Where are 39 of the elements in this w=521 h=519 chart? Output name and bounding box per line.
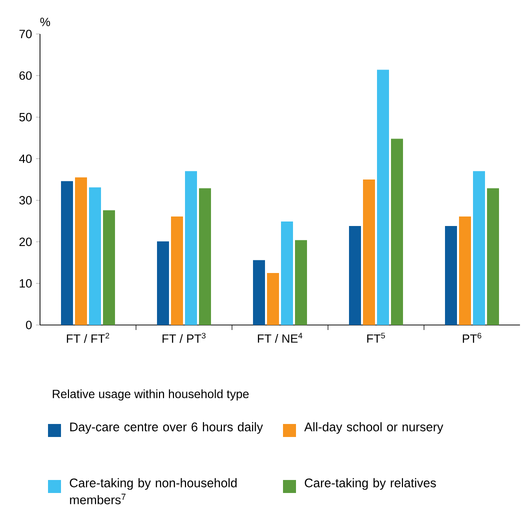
bar [199, 188, 212, 325]
bar [157, 241, 170, 325]
bar [473, 171, 486, 325]
legend-label: Care-taking by non-household members$^{7}$ [70, 478, 237, 504]
bar [459, 216, 472, 325]
bar [349, 226, 362, 325]
bar [363, 179, 376, 325]
x-tick-label: FT / NE$^{4}$ [258, 332, 302, 343]
y-tick-label: 20 [19, 238, 32, 246]
bar [445, 226, 458, 325]
legend-label: Care-taking by relatives [304, 478, 436, 490]
y-tick-label: 70 [19, 30, 32, 38]
bar [487, 188, 500, 325]
legend-label: All-day school or nursery [304, 422, 444, 434]
bar [61, 181, 74, 325]
bar [75, 177, 88, 325]
bar [295, 240, 308, 325]
y-tick-label: 60 [19, 71, 32, 80]
bar [171, 216, 184, 325]
x-tick-label: FT$^{5}$ [367, 332, 385, 343]
x-tick-label: PT$^{6}$ [462, 332, 482, 343]
y-tick-label: 0 [26, 320, 32, 330]
bar [391, 138, 404, 325]
bar [185, 171, 198, 325]
bar [267, 273, 280, 325]
bar [281, 221, 294, 325]
bar [103, 210, 116, 325]
x-tick-label: FT / FT$^{2}$ [66, 332, 110, 343]
y-tick-label: 10 [20, 279, 32, 288]
x-tick-label: FT / PT$^{3}$ [162, 332, 206, 343]
y-tick-label: 40 [19, 154, 32, 163]
y-tick-label: 30 [19, 196, 32, 204]
y-tick-label: 50 [19, 112, 32, 122]
y-axis-title: % [40, 18, 50, 26]
bar [253, 260, 266, 325]
bar [377, 70, 390, 325]
legend-title: Relative usage within household type [52, 389, 249, 401]
legend-label: Day-care centre over 6 hours daily [70, 422, 263, 434]
bar [89, 187, 102, 325]
